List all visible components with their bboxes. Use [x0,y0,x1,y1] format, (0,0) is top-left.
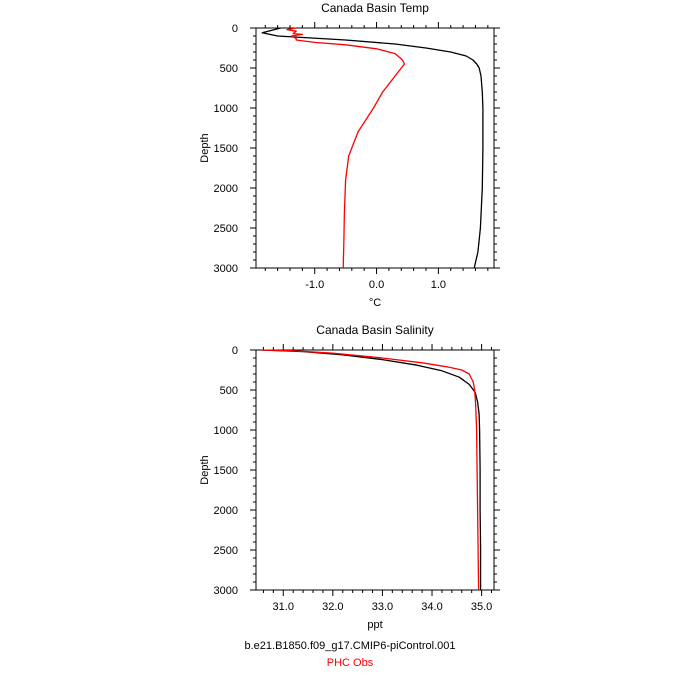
x-tick-label: 1.0 [431,279,446,291]
chart-panel-2: Canada Basin Salinity 0 500 1000 1500 2000 250… [199,323,500,631]
y-tick-label: 0 [232,23,238,35]
y-tick-label: 1000 [214,425,238,437]
plot-frame [255,27,495,269]
y-tick-label: 3000 [214,585,238,597]
y-tick-label: 1000 [214,103,238,115]
plot-frame [255,349,495,591]
y-axis-label: Depth [199,455,211,484]
x-axis-label: ppt [367,619,382,631]
x-tick-label: -1.0 [305,279,324,291]
y-tick-label: 2000 [214,505,238,517]
observations-caption: PHC Obs [326,657,374,669]
x-tick-label: 0.0 [369,279,384,291]
observations-series-line [286,27,406,269]
y-tick-label: 500 [220,63,238,75]
x-tick-label: 32.0 [322,601,343,613]
y-tick-label: 500 [220,385,238,397]
y-tick-label: 1500 [214,143,238,155]
y-tick-label: 3000 [214,263,238,275]
y-tick-label: 0 [232,345,238,357]
model-series-line [260,349,482,590]
x-tick-label: 34.0 [421,601,442,613]
x-tick-label: 33.0 [372,601,393,613]
chart-panel-1: Canada Basin Temp 0 500 1000 1500 2000 2500 300… [199,1,500,309]
y-tick-label: 2000 [214,183,238,195]
chart-title: Canada Basin Salinity [316,323,433,337]
observations-series-line [260,349,480,591]
model-series-line [261,27,484,269]
chart-title: Canada Basin Temp [321,1,429,15]
x-tick-label: 31.0 [273,601,294,613]
x-axis-label: °C [369,297,381,309]
y-tick-label: 1500 [214,465,238,477]
y-tick-label: 2500 [214,545,238,557]
model-run-caption: b.e21.B1850.f09_g17.CMIP6-piControl.001 [244,640,456,652]
y-tick-label: 2500 [214,223,238,235]
y-axis-label: Depth [199,133,211,162]
x-tick-label: 35.0 [471,601,492,613]
